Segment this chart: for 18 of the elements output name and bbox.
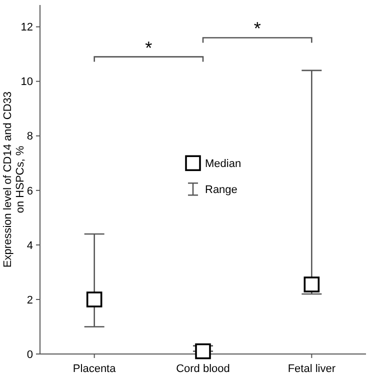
point xyxy=(195,343,211,360)
x-tick-label: Fetal liver xyxy=(288,363,336,375)
legend-label: Median xyxy=(205,158,242,170)
y-tick-label: 10 xyxy=(20,76,33,88)
y-tick-label: 8 xyxy=(26,130,33,143)
y-tick-label: 2 xyxy=(26,294,33,306)
point xyxy=(86,292,102,308)
annotation: * xyxy=(254,18,261,39)
y-tick-label: 0 xyxy=(26,348,33,361)
y-axis-title: Expression level of CD14 and CD33 on HSPCs, % xyxy=(2,91,27,268)
y-tick-label: 4 xyxy=(26,240,33,252)
x-tick-label: Cord blood xyxy=(176,363,230,375)
x-tick-label: Placenta xyxy=(72,363,117,375)
annotation: * xyxy=(145,38,152,58)
annotation: Range xyxy=(205,184,238,196)
y-tick-label: 12 xyxy=(20,22,33,34)
point xyxy=(304,276,320,292)
y-tick-label: 6 xyxy=(26,185,33,198)
